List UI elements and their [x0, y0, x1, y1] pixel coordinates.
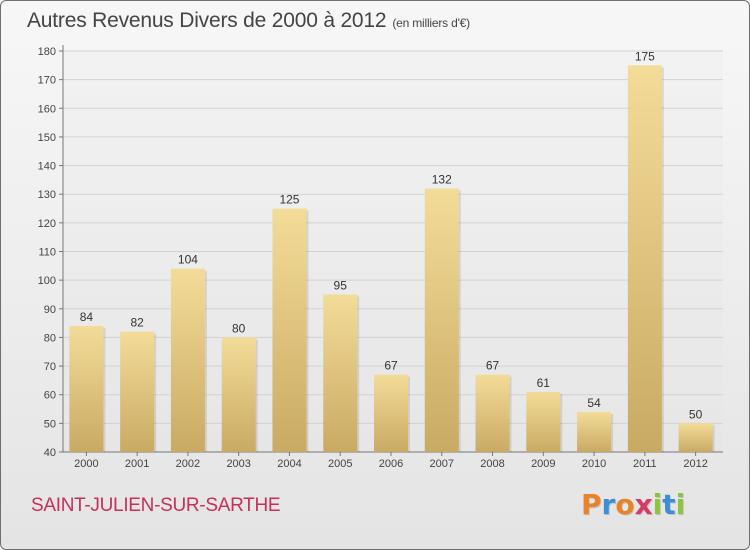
bar-value-label: 84 — [80, 310, 94, 324]
y-tick-label: 90 — [44, 304, 56, 316]
bar-2000 — [69, 325, 104, 452]
x-tick-label: 2012 — [683, 458, 707, 470]
bar-2010 — [577, 411, 612, 452]
x-tick-label: 2006 — [379, 458, 403, 470]
bar-value-label: 80 — [232, 321, 246, 335]
bar-value-label: 82 — [130, 316, 144, 330]
x-tick-label: 2000 — [74, 458, 98, 470]
y-tick-label: 100 — [38, 275, 56, 287]
logo-letter: P — [581, 488, 602, 521]
bar-value-label: 132 — [432, 172, 452, 186]
bar-value-label: 54 — [587, 396, 601, 410]
bar-value-label: 61 — [537, 376, 551, 390]
bar-2005 — [323, 294, 358, 452]
y-tick-label: 50 — [44, 418, 56, 430]
y-tick-label: 80 — [44, 332, 56, 344]
bar-2012 — [678, 423, 713, 452]
x-tick-label: 2002 — [176, 458, 200, 470]
bar-2011 — [627, 65, 662, 453]
x-tick-label: 2008 — [480, 458, 504, 470]
bar-2002 — [170, 268, 205, 452]
proxiti-logo: Proxiti — [581, 488, 685, 521]
logo-letter: t — [662, 488, 676, 521]
x-tick-label: 2005 — [328, 458, 352, 470]
bar-value-label: 104 — [178, 253, 198, 267]
chart-subtitle: (en milliers d'€) — [392, 16, 470, 30]
bar-2006 — [374, 374, 408, 452]
y-tick-label: 140 — [38, 161, 56, 173]
bar-2007 — [424, 188, 459, 452]
bar-value-label: 67 — [486, 359, 500, 373]
y-tick-label: 170 — [38, 75, 56, 87]
bar-2009 — [526, 391, 561, 452]
x-tick-label: 2001 — [125, 458, 149, 470]
logo-letter: x — [634, 488, 653, 521]
bar-2008 — [475, 374, 510, 452]
axes: 40 50 60 70 80 90 100 110 120 130 140 150 160 170 180 2… — [38, 45, 723, 470]
y-tick-label: 70 — [44, 361, 56, 373]
logo-letter: i — [675, 488, 686, 521]
x-tick-label: 2004 — [277, 458, 301, 470]
y-tick-label: 120 — [38, 218, 56, 230]
x-tick-label: 2010 — [582, 458, 606, 470]
y-tick-label: 40 — [44, 447, 56, 459]
bar-value-label: 175 — [635, 49, 655, 63]
chart-title-line: Autres Revenus Divers de 2000 à 2012 (en … — [27, 9, 470, 33]
bars: 84 82 104 80 125 95 67 132 67 61 54 175 50 — [69, 49, 715, 453]
logo-letter: i — [652, 488, 663, 521]
y-tick-label: 110 — [38, 247, 56, 259]
bar-2001 — [120, 331, 155, 452]
x-tick-label: 2011 — [633, 458, 657, 470]
commune-name: SAINT-JULIEN-SUR-SARTHE — [31, 495, 281, 516]
chart-title: Autres Revenus Divers de 2000 à 2012 — [27, 9, 387, 32]
bar-value-label: 67 — [384, 359, 398, 373]
bar-value-label: 125 — [279, 193, 299, 207]
y-tick-label: 60 — [44, 390, 56, 402]
y-tick-label: 160 — [38, 103, 56, 115]
logo-letter: o — [615, 488, 635, 521]
bar-2003 — [221, 337, 256, 452]
x-tick-label: 2007 — [430, 458, 454, 470]
y-tick-label: 150 — [38, 132, 56, 144]
logo-letter: r — [601, 488, 616, 521]
y-tick-label: 130 — [38, 189, 56, 201]
x-tick-label: 2009 — [531, 458, 555, 470]
bar-value-label: 50 — [689, 407, 703, 421]
x-tick-label: 2003 — [226, 458, 250, 470]
bar-value-label: 95 — [334, 278, 348, 292]
bar-2004 — [272, 208, 307, 452]
y-tick-label: 180 — [38, 46, 56, 58]
